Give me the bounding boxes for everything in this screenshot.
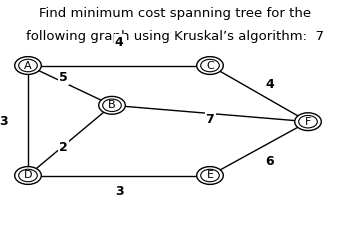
Circle shape [15,57,41,74]
Text: B: B [108,100,116,110]
Text: 4: 4 [115,36,124,49]
Circle shape [197,57,223,74]
Text: 2: 2 [59,141,67,154]
Text: 5: 5 [59,71,67,84]
Text: A: A [24,61,32,70]
Text: C: C [206,61,214,70]
Text: 3: 3 [115,185,123,198]
Circle shape [19,59,37,72]
Circle shape [197,167,223,184]
Circle shape [201,169,219,182]
Circle shape [15,167,41,184]
Text: F: F [305,117,311,127]
Circle shape [299,115,317,128]
Circle shape [19,169,37,182]
Text: following graph using Kruskal’s algorithm:  7: following graph using Kruskal’s algorith… [26,30,324,44]
Text: 3: 3 [0,115,8,128]
Text: E: E [206,171,214,180]
Circle shape [99,96,125,114]
Text: Find minimum cost spanning tree for the: Find minimum cost spanning tree for the [39,7,311,20]
Text: 4: 4 [265,78,274,91]
Circle shape [295,113,321,131]
Circle shape [201,59,219,72]
Circle shape [103,99,121,112]
Text: 7: 7 [206,113,214,126]
Text: 6: 6 [265,155,274,168]
Text: D: D [24,171,32,180]
